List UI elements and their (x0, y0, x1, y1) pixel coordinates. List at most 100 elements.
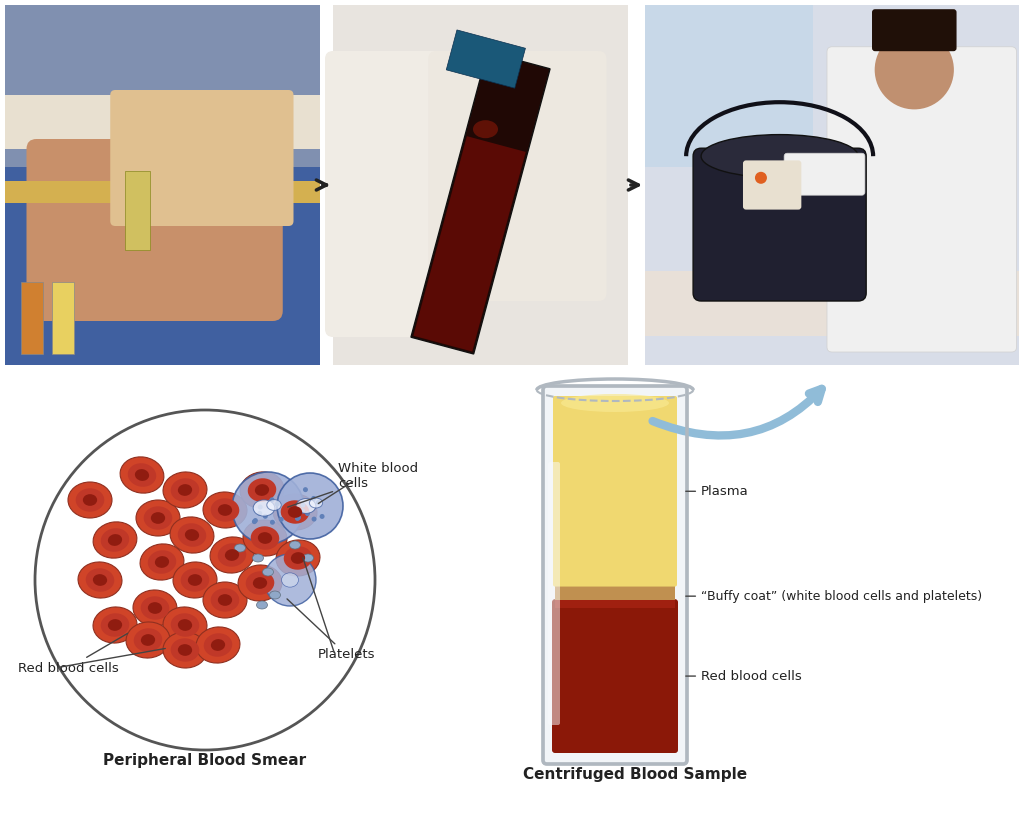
Circle shape (311, 517, 316, 522)
FancyArrowPatch shape (652, 389, 821, 436)
FancyBboxPatch shape (111, 90, 294, 226)
Circle shape (35, 410, 375, 750)
Circle shape (319, 514, 325, 519)
FancyBboxPatch shape (27, 139, 283, 321)
Ellipse shape (163, 632, 207, 668)
Bar (645, 5, 1019, 365)
Ellipse shape (170, 517, 214, 553)
Ellipse shape (140, 544, 184, 580)
Ellipse shape (185, 529, 199, 541)
Ellipse shape (187, 574, 202, 586)
Ellipse shape (196, 627, 240, 663)
Ellipse shape (163, 607, 207, 643)
Circle shape (303, 487, 308, 492)
FancyBboxPatch shape (552, 600, 678, 753)
Ellipse shape (240, 472, 284, 508)
Ellipse shape (473, 120, 498, 139)
Text: Centrifuged Blood Sample: Centrifuged Blood Sample (523, 767, 748, 782)
Ellipse shape (78, 562, 122, 598)
Ellipse shape (171, 613, 200, 637)
Ellipse shape (140, 596, 169, 620)
Ellipse shape (203, 582, 247, 618)
Ellipse shape (267, 499, 282, 510)
Bar (333, 5, 628, 365)
Circle shape (258, 504, 263, 509)
Ellipse shape (281, 500, 309, 524)
Ellipse shape (288, 506, 302, 518)
Circle shape (296, 515, 301, 520)
Ellipse shape (211, 589, 240, 612)
Ellipse shape (135, 469, 150, 481)
Circle shape (269, 498, 274, 503)
Ellipse shape (141, 634, 156, 645)
Ellipse shape (243, 520, 287, 556)
Circle shape (305, 511, 310, 516)
Text: “Buffy coat” (white blood cells and platelets): “Buffy coat” (white blood cells and plat… (686, 590, 982, 603)
Ellipse shape (273, 494, 317, 530)
Bar (52, 282, 75, 354)
Circle shape (274, 502, 280, 507)
FancyBboxPatch shape (827, 47, 1017, 352)
Ellipse shape (225, 549, 240, 561)
Ellipse shape (211, 639, 225, 650)
Circle shape (232, 472, 304, 544)
Circle shape (278, 473, 343, 539)
Ellipse shape (180, 569, 209, 592)
Ellipse shape (171, 478, 200, 502)
Ellipse shape (302, 554, 313, 562)
Ellipse shape (284, 546, 312, 569)
Ellipse shape (178, 484, 193, 496)
Ellipse shape (269, 591, 281, 599)
Bar (645, 5, 813, 167)
Circle shape (270, 519, 274, 524)
Ellipse shape (178, 619, 193, 631)
Ellipse shape (93, 607, 137, 643)
Circle shape (257, 511, 262, 516)
Text: Red blood cells: Red blood cells (18, 634, 128, 675)
Ellipse shape (133, 590, 177, 626)
Text: White blood
cells: White blood cells (288, 462, 418, 507)
Ellipse shape (255, 484, 269, 496)
Ellipse shape (251, 526, 280, 549)
Ellipse shape (93, 574, 108, 586)
Ellipse shape (246, 571, 274, 595)
Ellipse shape (218, 544, 246, 567)
Ellipse shape (108, 534, 122, 546)
Ellipse shape (178, 524, 206, 547)
Circle shape (279, 517, 284, 522)
Text: Plasma: Plasma (686, 485, 749, 498)
Circle shape (874, 30, 954, 109)
Ellipse shape (108, 619, 122, 631)
Ellipse shape (238, 565, 282, 601)
Ellipse shape (248, 478, 276, 502)
Circle shape (316, 500, 321, 505)
Ellipse shape (253, 577, 267, 589)
Ellipse shape (120, 457, 164, 493)
Ellipse shape (163, 472, 207, 508)
Circle shape (264, 554, 316, 606)
Polygon shape (414, 136, 525, 352)
Circle shape (253, 518, 258, 523)
Ellipse shape (126, 622, 170, 658)
Polygon shape (411, 52, 550, 354)
Bar (5, 95, 319, 149)
Text: Platelets: Platelets (287, 599, 376, 661)
Ellipse shape (253, 554, 263, 562)
Ellipse shape (258, 532, 272, 544)
Bar (555, 584, 675, 602)
Ellipse shape (173, 562, 217, 598)
Ellipse shape (296, 498, 315, 514)
Ellipse shape (83, 494, 97, 506)
FancyBboxPatch shape (428, 51, 606, 301)
Ellipse shape (203, 492, 247, 528)
Bar (5, 181, 319, 203)
Ellipse shape (171, 638, 200, 661)
Ellipse shape (100, 529, 129, 552)
Ellipse shape (701, 134, 858, 178)
Ellipse shape (253, 500, 274, 516)
Ellipse shape (136, 500, 180, 536)
Circle shape (311, 496, 316, 501)
Circle shape (252, 519, 257, 524)
FancyBboxPatch shape (784, 153, 865, 195)
Ellipse shape (134, 628, 162, 652)
